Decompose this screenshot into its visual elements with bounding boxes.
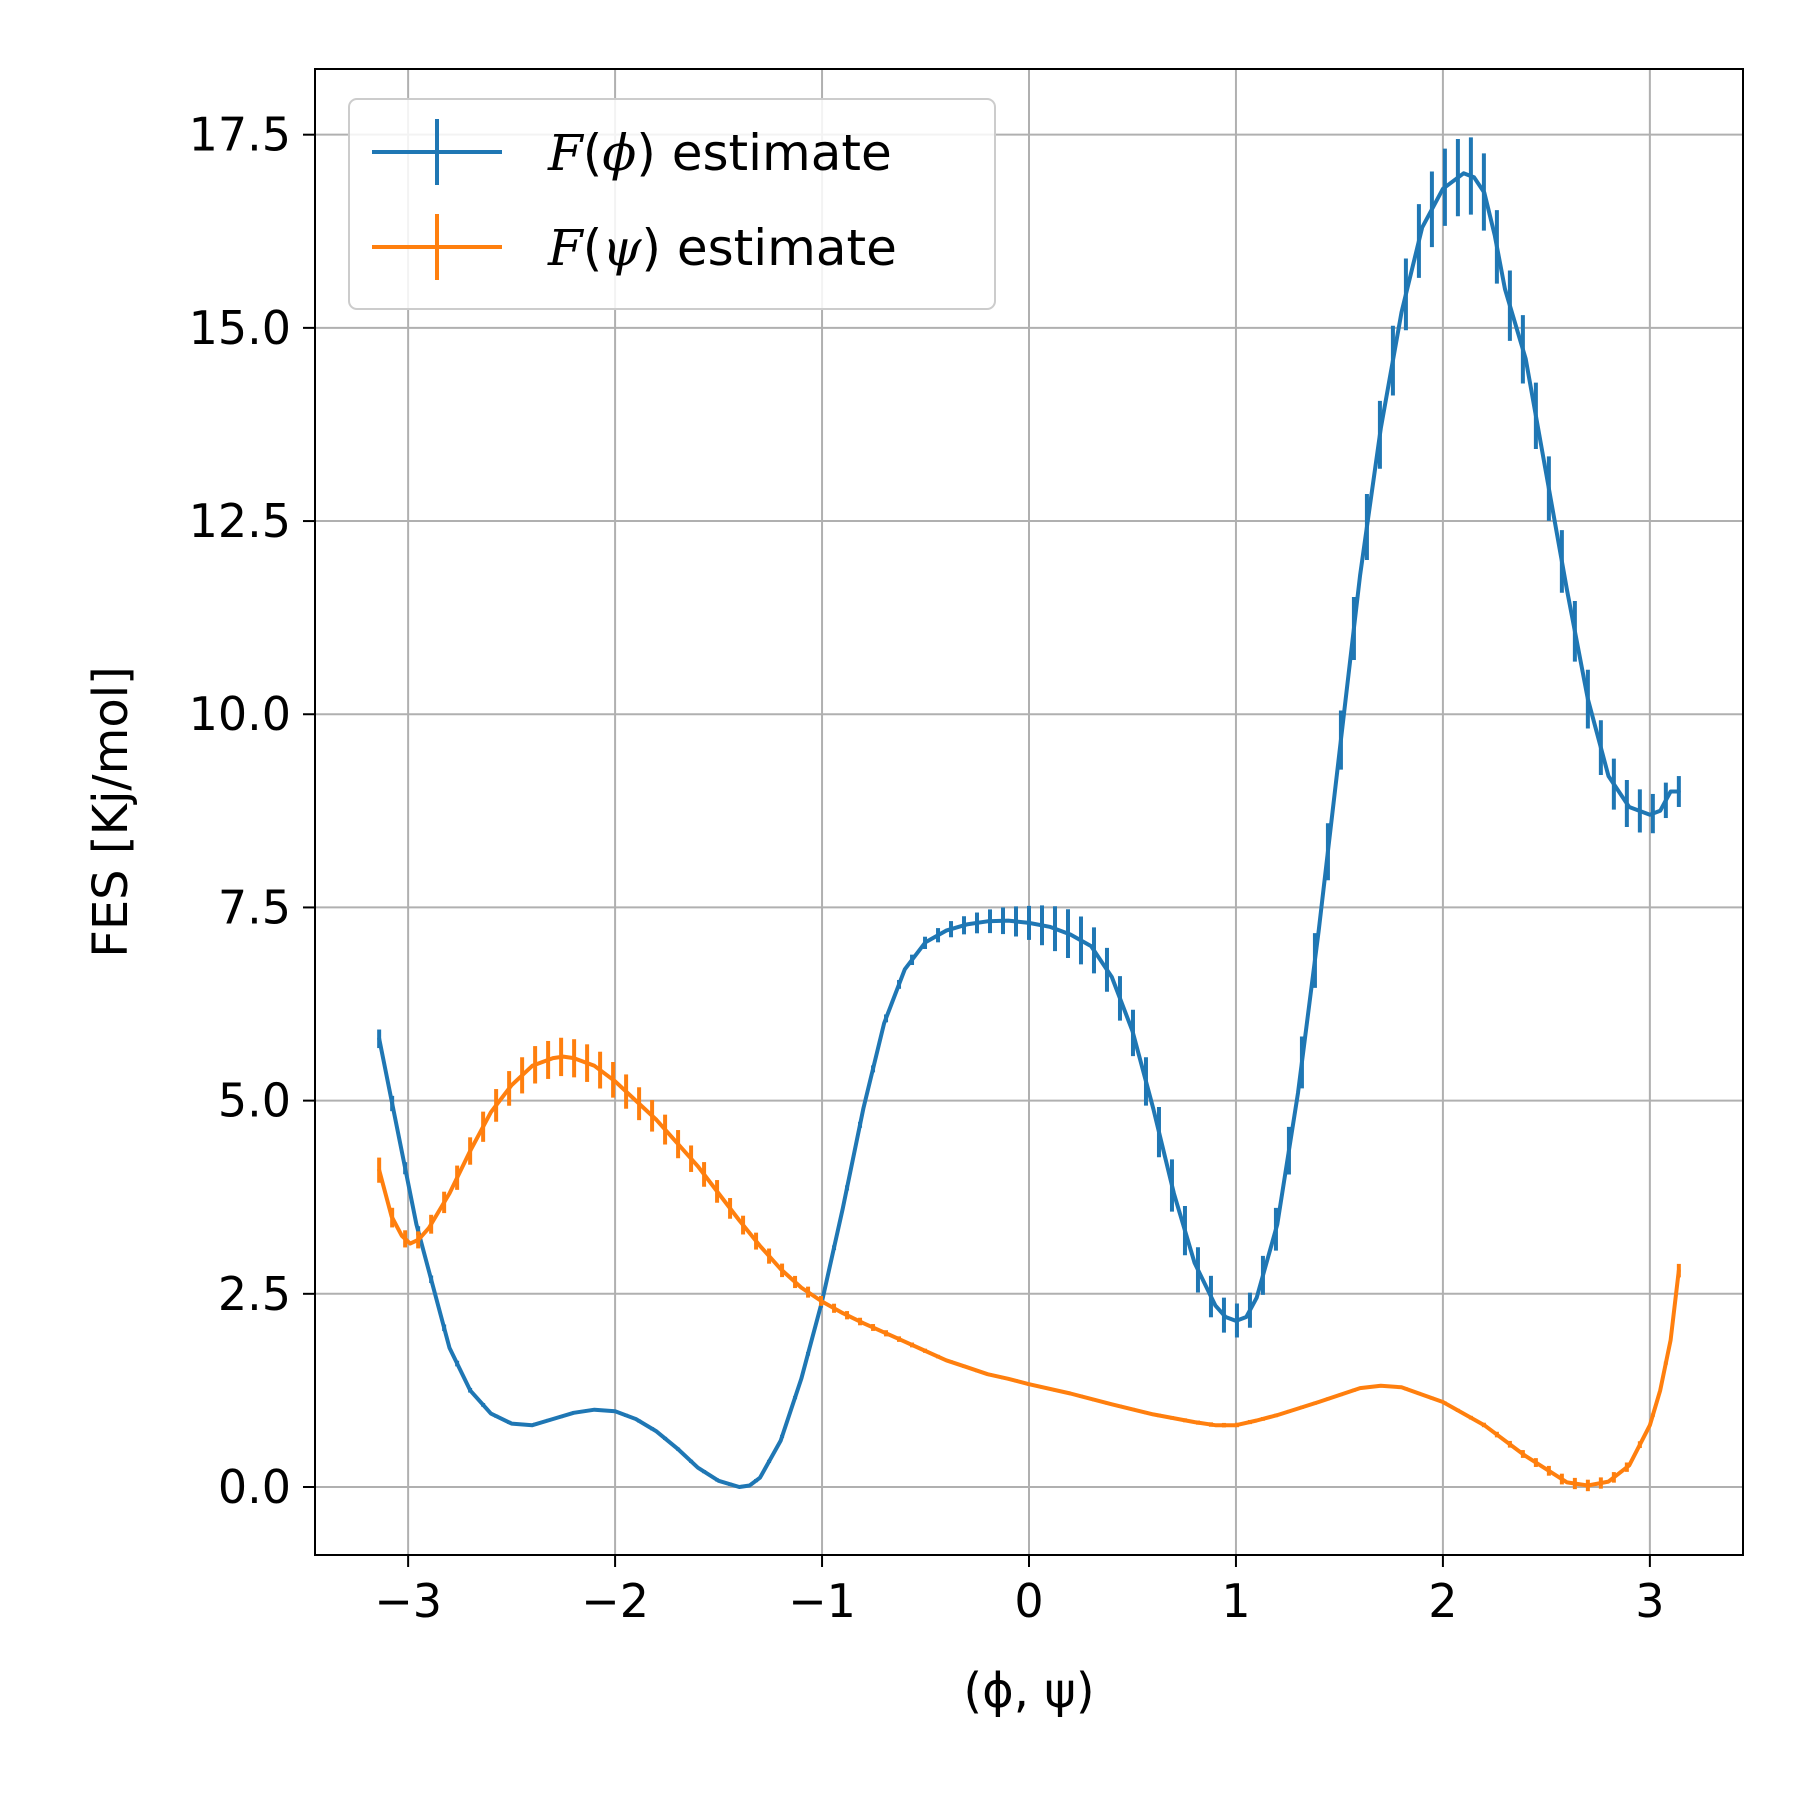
x-tick-label: −2 [581,1574,649,1628]
x-tick-label: 0 [1014,1574,1043,1628]
y-tick-label: 5.0 [218,1074,291,1128]
plot-frame [314,68,1744,1556]
x-axis-label: (ϕ, ψ) [963,1663,1094,1719]
legend-label: F(ϕ) estimate [547,124,892,182]
y-tick-label: 17.5 [189,108,291,162]
y-axis-label: FES [Kj/mol] [83,666,139,958]
y-tick-label: 2.5 [218,1267,291,1321]
series-layer [377,137,1681,1492]
legend: F(ϕ) estimate F(ψ) estimate [348,98,996,310]
y-tick-label: 12.5 [189,494,291,548]
x-tick-label: 1 [1221,1574,1250,1628]
y-tick-label: 0.0 [218,1460,291,1514]
y-tick-label: 10.0 [189,687,291,741]
x-tick-label: 2 [1428,1574,1457,1628]
axis-ticks: −3 −2 −1 0 1 2 3 0.0 2.5 5.0 7.5 10.0 12.5 15.0 17.5 [189,108,1665,1628]
x-tick-label: 3 [1635,1574,1664,1628]
series-line [377,171,1681,1489]
x-tick-label: −1 [788,1574,856,1628]
y-tick-label: 7.5 [218,880,291,934]
x-tick-label: −3 [374,1574,442,1628]
y-tick-label: 15.0 [189,301,291,355]
legend-box [348,98,996,310]
grid [315,69,1743,1555]
legend-label: F(ψ) estimate [547,219,897,277]
series-1 [377,1037,1681,1492]
series-0 [377,137,1681,1489]
